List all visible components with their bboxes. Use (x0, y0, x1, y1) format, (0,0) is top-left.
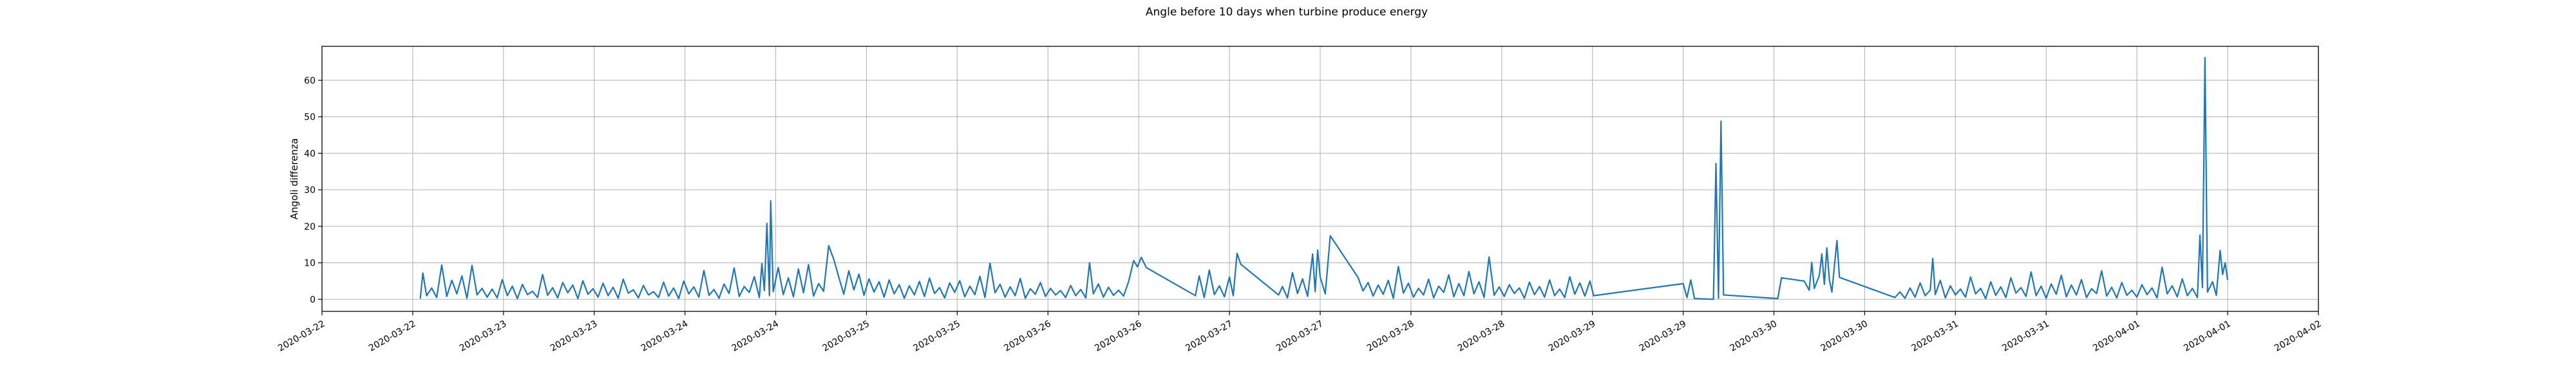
chart-title: Angle before 10 days when turbine produc… (1146, 6, 1428, 19)
y-tick-label: 40 (304, 149, 316, 159)
y-axis-ticks: 0 10 20 30 40 50 60 (304, 76, 322, 305)
grid-lines (321, 46, 2319, 311)
series-layer (419, 57, 2229, 300)
y-tick-label: 60 (304, 76, 316, 86)
y-tick-label: 30 (304, 185, 316, 196)
y-tick-label: 50 (304, 113, 316, 123)
y-axis-label: Angoli differenza (289, 138, 300, 219)
y-tick-label: 10 (304, 259, 316, 269)
y-tick-label: 20 (304, 222, 316, 232)
y-tick-label: 0 (310, 295, 316, 305)
series-line (419, 57, 2229, 300)
